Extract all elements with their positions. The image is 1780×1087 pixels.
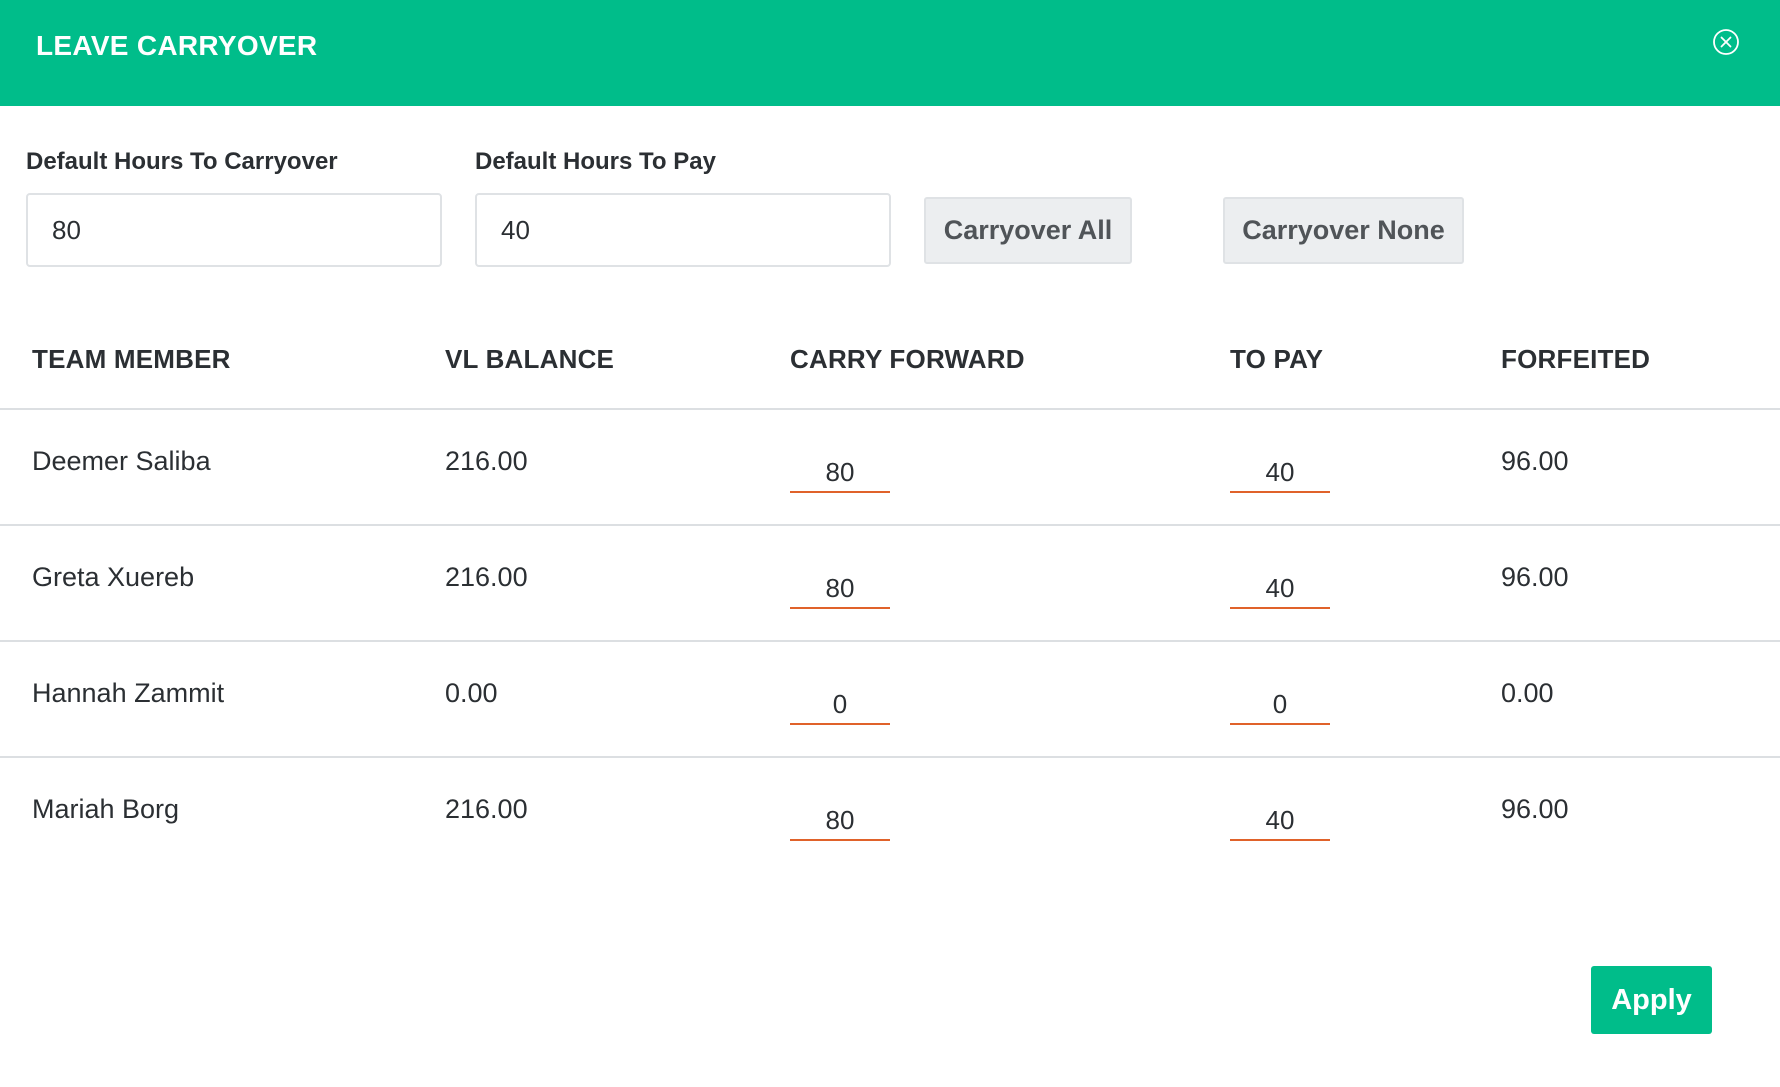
- forfeited-value: 0.00: [1501, 678, 1554, 708]
- dialog-title: LEAVE CARRYOVER: [36, 30, 318, 61]
- default-carryover-input[interactable]: [26, 193, 442, 267]
- to-pay-input[interactable]: [1230, 453, 1330, 493]
- member-name: Hannah Zammit: [32, 678, 225, 708]
- to-pay-input[interactable]: [1230, 569, 1330, 609]
- carry-forward-input[interactable]: [790, 569, 890, 609]
- vl-balance-value: 216.00: [445, 446, 528, 476]
- column-header-vl-balance: VL BALANCE: [445, 344, 615, 374]
- forfeited-value: 96.00: [1501, 562, 1569, 592]
- forfeited-value: 96.00: [1501, 794, 1569, 824]
- carry-forward-input[interactable]: [790, 453, 890, 493]
- vl-balance-value: 216.00: [445, 562, 528, 592]
- default-carryover-label: Default Hours To Carryover: [26, 148, 338, 175]
- to-pay-input[interactable]: [1230, 801, 1330, 841]
- carryover-none-button[interactable]: Carryover None: [1223, 197, 1464, 264]
- carry-forward-input[interactable]: [790, 685, 890, 725]
- dialog-header: LEAVE CARRYOVER: [0, 0, 1780, 106]
- apply-button[interactable]: Apply: [1591, 966, 1712, 1034]
- row-divider: [0, 756, 1780, 758]
- close-icon[interactable]: [1712, 28, 1740, 56]
- default-pay-label: Default Hours To Pay: [475, 148, 716, 175]
- default-pay-input[interactable]: [475, 193, 891, 267]
- column-header-carry-forward: CARRY FORWARD: [790, 344, 1025, 374]
- header-divider: [0, 408, 1780, 410]
- vl-balance-value: 0.00: [445, 678, 498, 708]
- column-header-to-pay: TO PAY: [1230, 344, 1324, 374]
- member-name: Mariah Borg: [32, 794, 180, 824]
- to-pay-input[interactable]: [1230, 685, 1330, 725]
- column-header-team-member: TEAM MEMBER: [32, 344, 231, 374]
- forfeited-value: 96.00: [1501, 446, 1569, 476]
- column-header-forfeited: FORFEITED: [1501, 344, 1651, 374]
- member-name: Greta Xuereb: [32, 562, 195, 592]
- row-divider: [0, 640, 1780, 642]
- vl-balance-value: 216.00: [445, 794, 528, 824]
- row-divider: [0, 524, 1780, 526]
- member-name: Deemer Saliba: [32, 446, 211, 476]
- carry-forward-input[interactable]: [790, 801, 890, 841]
- carryover-all-button[interactable]: Carryover All: [924, 197, 1132, 264]
